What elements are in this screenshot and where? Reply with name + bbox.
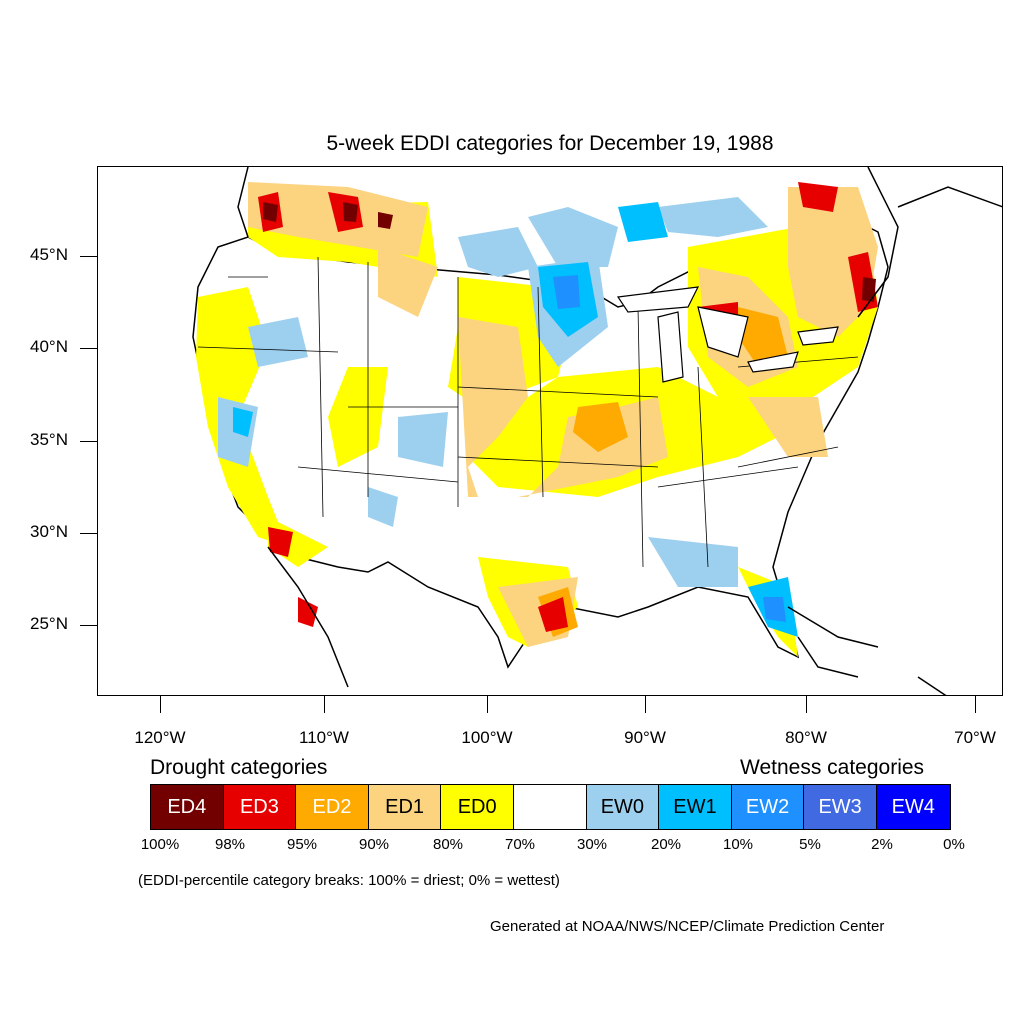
lon-tick (645, 696, 646, 713)
lat-label-30: 30°N (30, 522, 68, 541)
legend-label: EW3 (818, 795, 862, 818)
legend-label: ED2 (312, 795, 352, 818)
map-area (97, 166, 1003, 696)
lat-label-35: 35°N (30, 430, 68, 449)
pct-break: 70% (504, 836, 536, 853)
legend-label: EW4 (891, 795, 935, 818)
pct-break: 80% (432, 836, 464, 853)
legend-ed4: ED4 (151, 785, 224, 829)
legend-ew0: EW0 (586, 785, 660, 829)
legend-label: ED0 (457, 795, 497, 818)
credit-line: Generated at NOAA/NWS/NCEP/Climate Predi… (490, 918, 885, 935)
pct-break: 30% (576, 836, 608, 853)
legend-neutral (513, 785, 587, 829)
legend-label: EW1 (673, 795, 717, 818)
legend-label: EW2 (745, 795, 790, 818)
legend-label: ED1 (385, 795, 425, 818)
wetness-categories-heading: Wetness categories (740, 756, 925, 779)
pct-break: 20% (650, 836, 682, 853)
coastlines (237, 167, 1002, 695)
lon-label-110: 110°W (299, 728, 349, 747)
legend-ew4: EW4 (876, 785, 950, 829)
lat-tick (80, 256, 97, 257)
pct-break: 90% (358, 836, 390, 853)
legend-ed2: ED2 (296, 785, 369, 829)
lon-tick (324, 696, 325, 713)
lon-label-120: 120°W (134, 728, 186, 747)
pct-break: 100% (140, 836, 180, 853)
pct-break: 2% (871, 836, 893, 853)
pct-break: 0% (943, 836, 965, 853)
ed4-areas (263, 202, 876, 302)
lon-tick (160, 696, 161, 713)
lon-label-80: 80°W (785, 728, 827, 747)
lon-tick (487, 696, 488, 713)
legend-label: ED3 (239, 795, 279, 818)
lon-tick (806, 696, 807, 713)
great-lakes (616, 286, 839, 383)
legend-ed1: ED1 (368, 785, 442, 829)
drought-categories-heading: Drought categories (150, 756, 328, 779)
category-breaks-note: (EDDI-percentile category breaks: 100% =… (138, 872, 560, 889)
lat-tick (80, 441, 97, 442)
lat-label-25: 25°N (30, 614, 68, 633)
legend-ew1: EW1 (659, 785, 732, 829)
lat-tick (80, 348, 97, 349)
legend-ew3: EW3 (804, 785, 877, 829)
lat-label-40: 40°N (30, 337, 68, 356)
pct-break: 98% (214, 836, 246, 853)
legend-colorbar: ED4 ED3 ED2 ED1 ED0 EW0 EW1 EW2 EW3 EW4 (150, 784, 951, 830)
lat-tick (80, 533, 97, 534)
map-title: 5-week EDDI categories for December 19, … (326, 132, 774, 155)
legend-ed3: ED3 (223, 785, 297, 829)
lon-tick (975, 696, 976, 713)
lon-label-70: 70°W (954, 728, 996, 747)
ew2-areas (553, 275, 786, 622)
lat-label-45: 45°N (30, 245, 68, 264)
lat-tick (80, 625, 97, 626)
ed1-areas (248, 182, 878, 647)
legend-ew2: EW2 (731, 785, 805, 829)
legend-ed0: ED0 (441, 785, 514, 829)
pct-break: 10% (722, 836, 754, 853)
lon-label-90: 90°W (624, 728, 666, 747)
legend-label: ED4 (167, 795, 207, 818)
lon-label-100: 100°W (461, 728, 513, 747)
legend-label: EW0 (600, 795, 645, 818)
pct-break: 95% (286, 836, 318, 853)
pct-break: 5% (799, 836, 821, 853)
eddi-map (192, 167, 1002, 695)
